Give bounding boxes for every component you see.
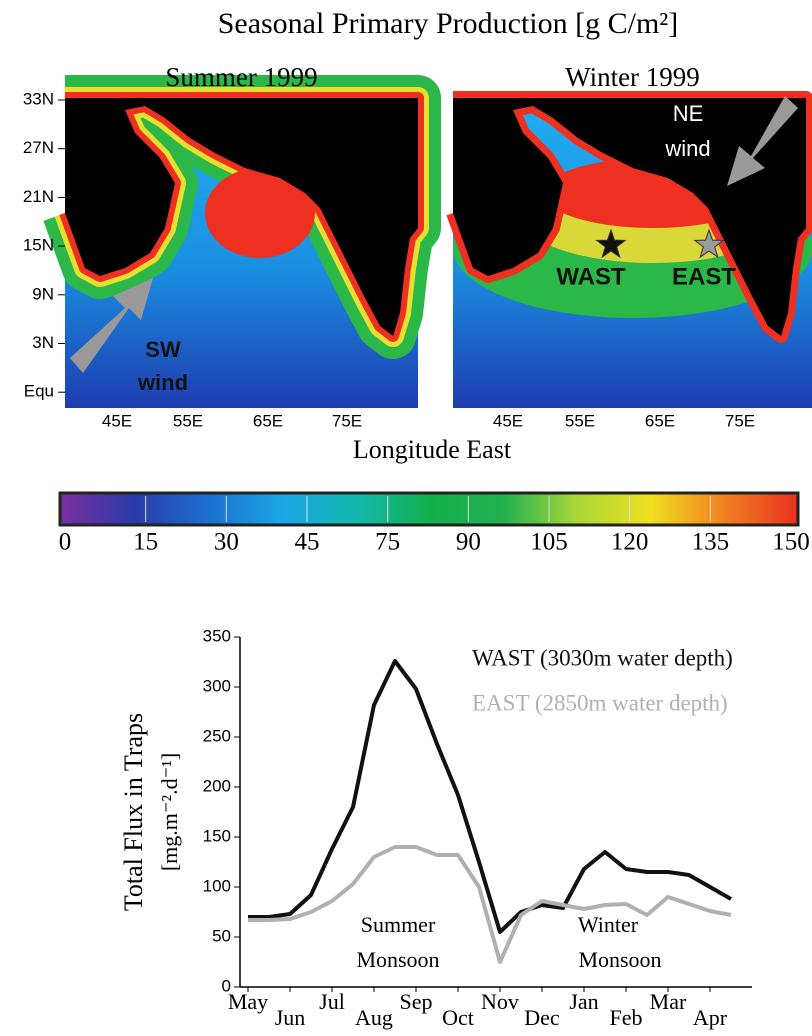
colorbar-tick-label: 75 bbox=[375, 529, 400, 556]
lat-label: 21N bbox=[23, 187, 54, 206]
colorbar-tick-label: 150 bbox=[772, 529, 810, 556]
lon-label: 75E bbox=[725, 411, 755, 430]
station-star bbox=[693, 228, 725, 259]
lon-label: 65E bbox=[253, 411, 283, 430]
station-star bbox=[595, 228, 627, 259]
lon-label: 45E bbox=[102, 411, 132, 430]
colorbar-tick-label: 90 bbox=[456, 529, 481, 556]
lat-label: 27N bbox=[23, 138, 54, 157]
map-panel: Winter 1999 NE wind WAST EAST bbox=[446, 62, 812, 408]
y-tick-label: 300 bbox=[203, 676, 231, 695]
colorbar-tick-label: 15 bbox=[133, 529, 158, 556]
wind-label: NE bbox=[673, 101, 704, 126]
lon-label: 55E bbox=[565, 411, 595, 430]
y-tick-label: 0 bbox=[222, 976, 231, 995]
map-panel: Summer 1999 SW wind bbox=[43, 62, 441, 408]
x-tick-label: Aug bbox=[355, 1005, 393, 1030]
y-tick-label: 250 bbox=[203, 726, 231, 745]
wind-arrow bbox=[727, 96, 798, 186]
wind-arrow bbox=[70, 278, 153, 373]
station-label: WAST bbox=[556, 263, 626, 290]
wind-label: wind bbox=[137, 370, 188, 395]
colorbar-tick-label: 45 bbox=[295, 529, 320, 556]
figure-title: Seasonal Primary Production [g C/m²] bbox=[218, 7, 679, 40]
y-axis-title: Total Flux in Traps bbox=[119, 713, 148, 911]
lat-label: 9N bbox=[32, 284, 54, 303]
wind-label: SW bbox=[145, 337, 181, 362]
lon-label: 75E bbox=[332, 411, 362, 430]
lat-label: Equ bbox=[24, 382, 54, 401]
series-line bbox=[248, 845, 732, 964]
y-tick-label: 100 bbox=[203, 876, 231, 895]
y-tick-label: 50 bbox=[212, 926, 231, 945]
colorbar-tick-label: 120 bbox=[611, 529, 649, 556]
lat-label: 15N bbox=[23, 236, 54, 255]
annotation: Summer bbox=[361, 912, 436, 937]
x-tick-label: Sep bbox=[400, 989, 433, 1014]
annotation: Winter bbox=[578, 912, 639, 937]
x-tick-label: Dec bbox=[524, 1005, 560, 1030]
station-label: EAST bbox=[672, 263, 736, 290]
legend-label: WAST (3030m water depth) bbox=[472, 645, 733, 670]
land bbox=[65, 98, 418, 336]
x-tick-label: Oct bbox=[442, 1005, 474, 1030]
colorbar-tick-label: 105 bbox=[530, 529, 568, 556]
lat-label: 3N bbox=[32, 333, 54, 352]
land bbox=[453, 98, 806, 336]
y-axis-title: [mg.m⁻².d⁻¹] bbox=[157, 753, 182, 871]
lat-label: 33N bbox=[23, 89, 54, 108]
x-tick-label: Mar bbox=[650, 989, 687, 1014]
y-tick-label: 200 bbox=[203, 776, 231, 795]
legend-label: EAST (2850m water depth) bbox=[472, 690, 728, 715]
x-tick-label: Jun bbox=[275, 1005, 306, 1030]
series-line bbox=[248, 659, 732, 934]
lon-label: 45E bbox=[493, 411, 523, 430]
x-tick-label: Jul bbox=[319, 989, 345, 1014]
colorbar-tick-label: 30 bbox=[214, 529, 239, 556]
y-tick-label: 150 bbox=[203, 826, 231, 845]
lon-label: 65E bbox=[645, 411, 675, 430]
x-axis-title: Longitude East bbox=[353, 435, 512, 464]
wind-label: wind bbox=[664, 136, 710, 161]
x-tick-label: Apr bbox=[693, 1005, 728, 1030]
bloom bbox=[205, 168, 315, 258]
lon-label: 55E bbox=[173, 411, 203, 430]
panel-title: Summer 1999 bbox=[165, 62, 317, 92]
x-tick-label: Feb bbox=[610, 1005, 643, 1030]
y-tick-label: 350 bbox=[203, 626, 231, 645]
colorbar bbox=[58, 491, 800, 527]
annotation: Monsoon bbox=[578, 947, 661, 972]
colorbar-tick-label: 135 bbox=[692, 529, 730, 556]
x-tick-label: Jan bbox=[569, 989, 598, 1014]
x-tick-label: Nov bbox=[481, 989, 519, 1014]
panel-title: Winter 1999 bbox=[565, 62, 700, 92]
annotation: Monsoon bbox=[356, 947, 439, 972]
x-tick-label: May bbox=[228, 989, 268, 1014]
colorbar-tick-label: 0 bbox=[59, 529, 72, 556]
